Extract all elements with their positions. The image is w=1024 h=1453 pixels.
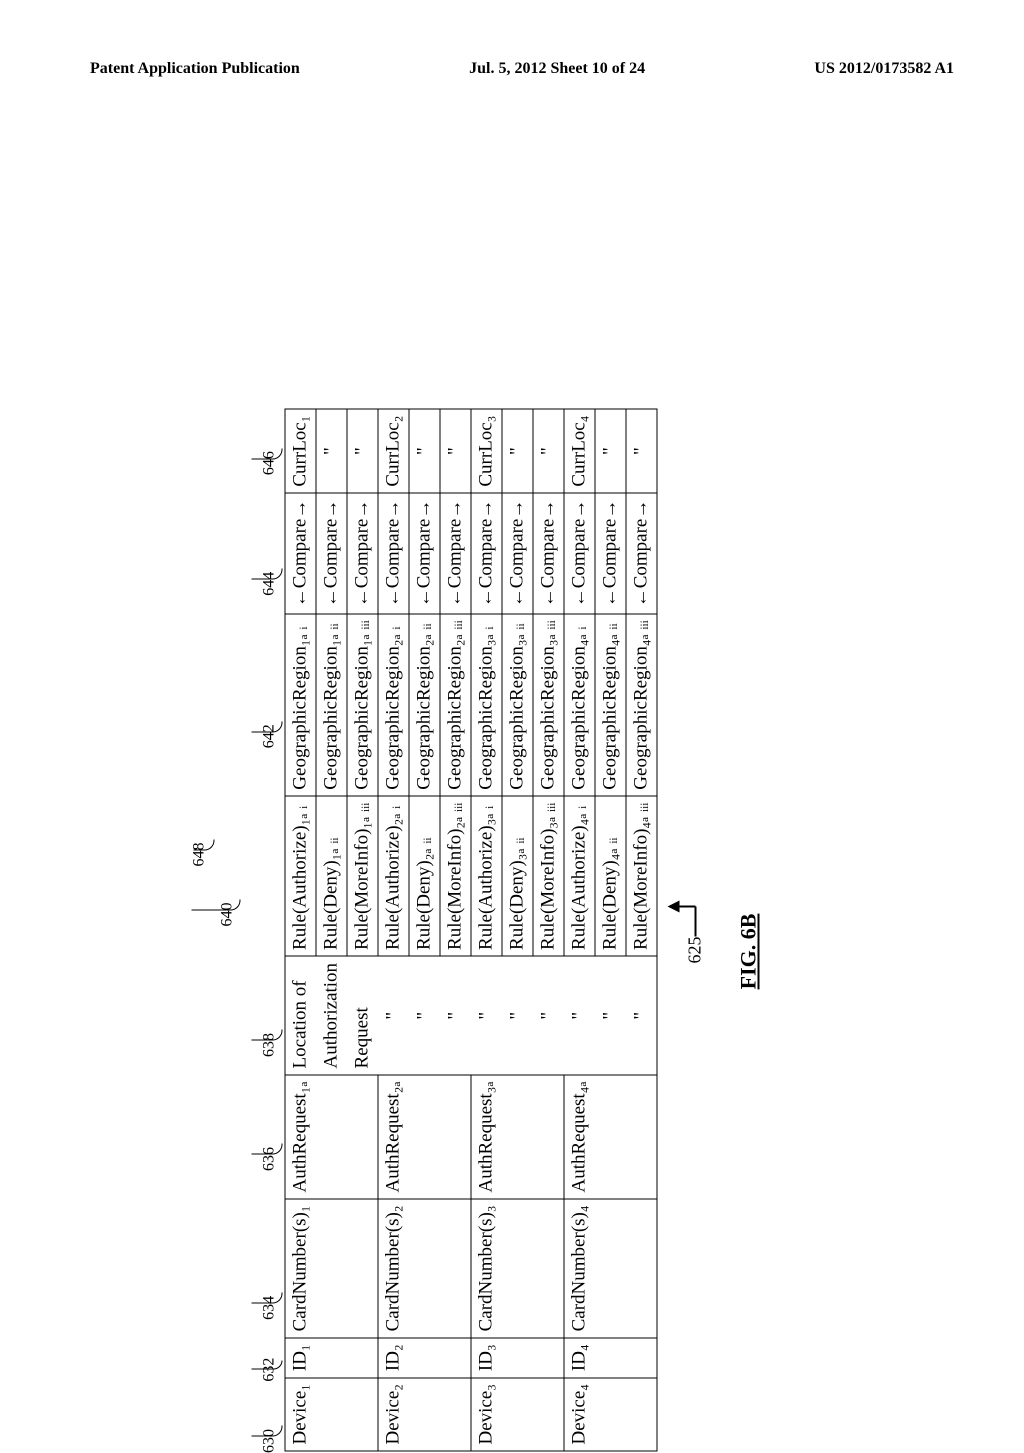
compare-cell: ←Compare→ (502, 493, 533, 614)
region-cell: GeographicRegion₂ₐ ᵢᵢ (409, 614, 440, 796)
reference-arrow: 625 (666, 452, 711, 1452)
compare-cell: ←Compare→ (564, 493, 595, 614)
callout-646: 646 (261, 451, 278, 475)
region-cell: GeographicRegion₂ₐ ᵢ (378, 614, 409, 796)
loc-label: " (502, 956, 533, 1075)
rule-cell: Rule(Deny)₂ₐ ᵢᵢ (409, 796, 440, 956)
currloc-cell: CurrLoc₃ (471, 409, 502, 493)
rule-cell: Rule(Authorize)₄ₐ ᵢ (564, 796, 595, 956)
rules-table: 630 632 634 636 638 640 648 642 644 646 … (219, 409, 658, 1452)
rule-cell: Rule(Deny)₁ₐ ᵢᵢ (316, 796, 347, 956)
currloc-cell: " (440, 409, 471, 493)
table-row: Device₂ ID₂ CardNumber(s)₂ AuthRequest₂ₐ… (378, 409, 409, 1451)
arrow-icon: 625 (666, 852, 706, 1052)
callout-638: 638 (261, 1033, 278, 1057)
callout-row: 630 632 634 636 638 640 648 642 644 646 (219, 409, 286, 1451)
auth-cell: AuthRequest₃ₐ (471, 1075, 564, 1199)
header-right: US 2012/0173582 A1 (814, 60, 954, 78)
loc-label: " (595, 956, 626, 1075)
callout-634: 634 (261, 1296, 278, 1320)
region-cell: GeographicRegion₁ₐ ᵢᵢ (316, 614, 347, 796)
compare-cell: ←Compare→ (316, 493, 347, 614)
currloc-cell: " (347, 409, 378, 493)
loc-label: " (471, 956, 502, 1075)
rule-cell: Rule(Deny)₃ₐ ᵢᵢ (502, 796, 533, 956)
card-cell: CardNumber(s)₂ (378, 1199, 471, 1338)
device-cell: Device₂ (378, 1378, 471, 1451)
region-cell: GeographicRegion₄ₐ ᵢᵢᵢ (626, 614, 657, 796)
loc-label: " (378, 956, 409, 1075)
header-center: Jul. 5, 2012 Sheet 10 of 24 (469, 60, 645, 78)
auth-cell: AuthRequest₄ₐ (564, 1075, 657, 1199)
loc-label: " (533, 956, 564, 1075)
compare-cell: ←Compare→ (533, 493, 564, 614)
rule-cell: Rule(Authorize)₂ₐ ᵢ (378, 796, 409, 956)
table-row: Device₄ ID₄ CardNumber(s)₄ AuthRequest₄ₐ… (564, 409, 595, 1451)
device-cell: Device₃ (471, 1378, 564, 1451)
region-cell: GeographicRegion₃ₐ ᵢ (471, 614, 502, 796)
region-cell: GeographicRegion₃ₐ ᵢᵢ (502, 614, 533, 796)
compare-cell: ←Compare→ (595, 493, 626, 614)
compare-cell: ←Compare→ (378, 493, 409, 614)
currloc-cell: CurrLoc₁ (285, 409, 316, 493)
currloc-cell: " (502, 409, 533, 493)
loc-label: " (409, 956, 440, 1075)
compare-cell: ←Compare→ (409, 493, 440, 614)
rule-cell: Rule(Authorize)₁ₐ ᵢ (285, 796, 316, 956)
auth-cell: AuthRequest₂ₐ (378, 1075, 471, 1199)
loc-label: " (626, 956, 657, 1075)
card-cell: CardNumber(s)₁ (285, 1199, 378, 1338)
callout-630: 630 (261, 1429, 278, 1453)
currloc-cell: " (316, 409, 347, 493)
region-cell: GeographicRegion₄ₐ ᵢᵢ (595, 614, 626, 796)
region-cell: GeographicRegion₁ₐ ᵢ (285, 614, 316, 796)
rule-cell: Rule(Deny)₄ₐ ᵢᵢ (595, 796, 626, 956)
currloc-cell: " (533, 409, 564, 493)
callout-644: 644 (261, 572, 278, 596)
compare-cell: ←Compare→ (285, 493, 316, 614)
loc-label: Request (347, 956, 378, 1075)
currloc-cell: " (595, 409, 626, 493)
callout-632: 632 (261, 1358, 278, 1382)
rule-cell: Rule(MoreInfo)₄ₐ ᵢᵢᵢ (626, 796, 657, 956)
card-cell: CardNumber(s)₄ (564, 1199, 657, 1338)
table-row: Device₁ ID₁ CardNumber(s)₁ AuthRequest₁ₐ… (285, 409, 316, 1451)
currloc-cell: " (409, 409, 440, 493)
figure-label: FIG. 6B (736, 452, 762, 1452)
card-cell: CardNumber(s)₃ (471, 1199, 564, 1338)
currloc-cell: " (626, 409, 657, 493)
currloc-cell: CurrLoc₂ (378, 409, 409, 493)
auth-cell: AuthRequest₁ₐ (285, 1075, 378, 1199)
currloc-cell: CurrLoc₄ (564, 409, 595, 493)
rule-cell: Rule(MoreInfo)₃ₐ ᵢᵢᵢ (533, 796, 564, 956)
rule-cell: Rule(MoreInfo)₁ₐ ᵢᵢᵢ (347, 796, 378, 956)
arrow-ref-label: 625 (685, 937, 705, 964)
table-row: Device₃ ID₃ CardNumber(s)₃ AuthRequest₃ₐ… (471, 409, 502, 1451)
compare-cell: ←Compare→ (440, 493, 471, 614)
callout-642: 642 (261, 724, 278, 748)
loc-label: " (440, 956, 471, 1075)
region-cell: GeographicRegion₄ₐ ᵢ (564, 614, 595, 796)
rule-cell: Rule(Authorize)₃ₐ ᵢ (471, 796, 502, 956)
header-left: Patent Application Publication (90, 60, 300, 78)
compare-cell: ←Compare→ (347, 493, 378, 614)
device-cell: Device₄ (564, 1378, 657, 1451)
compare-cell: ←Compare→ (471, 493, 502, 614)
id-cell: ID₂ (378, 1338, 471, 1378)
id-cell: ID₁ (285, 1338, 378, 1378)
device-cell: Device₁ (285, 1378, 378, 1451)
region-cell: GeographicRegion₁ₐ ᵢᵢᵢ (347, 614, 378, 796)
compare-cell: ←Compare→ (626, 493, 657, 614)
loc-label: " (564, 956, 595, 1075)
figure-container: 630 632 634 636 638 640 648 642 644 646 … (219, 452, 762, 1452)
rule-cell: Rule(MoreInfo)₂ₐ ᵢᵢᵢ (440, 796, 471, 956)
region-cell: GeographicRegion₃ₐ ᵢᵢᵢ (533, 614, 564, 796)
loc-label: Authorization (316, 956, 347, 1075)
page-header: Patent Application Publication Jul. 5, 2… (0, 0, 1024, 98)
region-cell: GeographicRegion₂ₐ ᵢᵢᵢ (440, 614, 471, 796)
callout-636: 636 (261, 1147, 278, 1171)
id-cell: ID₄ (564, 1338, 657, 1378)
id-cell: ID₃ (471, 1338, 564, 1378)
loc-label: Location of (285, 956, 316, 1075)
